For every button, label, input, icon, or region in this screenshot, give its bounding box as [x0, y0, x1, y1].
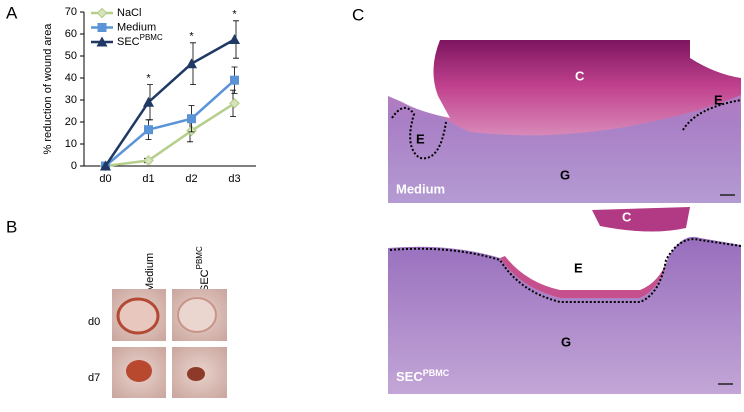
legend-label: SECPBMC — [117, 33, 163, 48]
marker — [143, 96, 154, 107]
crust — [592, 207, 690, 232]
crust — [430, 40, 741, 136]
x-tick-label: d3 — [228, 173, 240, 185]
epidermis-border — [682, 99, 742, 131]
photo-grid: Medium SECPBMC d0 d7 — [88, 246, 227, 398]
column-header-text: SEC — [199, 269, 211, 292]
x-tick-label: d1 — [142, 173, 154, 185]
y-tick-label: 60 — [65, 28, 77, 40]
y-tick-label: 50 — [65, 50, 77, 62]
y-tick-label: 30 — [65, 94, 77, 106]
row-label: d7 — [88, 372, 100, 384]
region-label: C — [622, 209, 632, 224]
wound — [187, 367, 205, 381]
epidermis-border — [389, 238, 742, 303]
y-tick-label: 20 — [65, 116, 77, 128]
region-label: E — [574, 260, 583, 275]
region-label: G — [561, 334, 571, 349]
marker — [230, 75, 239, 85]
background — [690, 40, 741, 78]
y-tick-label: 0 — [71, 160, 77, 172]
column-header: Medium — [144, 253, 156, 292]
wound — [177, 297, 217, 333]
y-tick-label: 40 — [65, 72, 77, 84]
series-line — [104, 38, 236, 167]
panel-label: C — [352, 5, 364, 24]
legend-name: SEC — [117, 36, 140, 48]
legend-marker — [96, 36, 108, 47]
legend-label: Medium — [117, 21, 156, 33]
region-label: E — [416, 131, 425, 146]
y-tick-label: 10 — [65, 138, 77, 150]
marker — [100, 160, 111, 171]
background — [388, 40, 450, 118]
marker — [144, 125, 153, 135]
panel-label: B — [6, 217, 17, 236]
column-header: SECPBMC — [195, 246, 211, 292]
series-line — [104, 79, 236, 167]
x-tick-label: d0 — [99, 173, 111, 185]
region-label: G — [560, 167, 570, 182]
legend-marker — [96, 7, 108, 19]
legend-label: NaCl — [117, 7, 141, 19]
image-label: Medium — [396, 181, 445, 196]
significance-mark: * — [189, 31, 194, 43]
row-label: d0 — [88, 316, 100, 328]
crust — [500, 256, 668, 298]
panel-label: A — [6, 3, 18, 22]
legend-marker — [97, 23, 107, 32]
histology-bottom: C E G SECPBMC — [388, 207, 742, 394]
wound — [116, 297, 160, 335]
marker — [229, 34, 240, 44]
legend-name: Medium — [117, 21, 156, 33]
wound — [126, 360, 152, 382]
significance-mark: * — [232, 9, 237, 21]
y-tick-label: 70 — [65, 6, 77, 18]
column-header-sup: PBMC — [195, 246, 204, 269]
image-label-text: SEC — [396, 369, 423, 384]
y-axis-label: % reduction of wound area — [42, 23, 54, 155]
marker — [186, 58, 197, 69]
line-chart: 0 10 20 30 40 50 60 70 % reduction of wound area… — [42, 6, 256, 185]
legend-sup: PBMC — [140, 33, 163, 42]
legend-name: NaCl — [117, 7, 141, 19]
image-label: SECPBMC — [396, 368, 450, 384]
histology-top: C E G E Medium — [388, 40, 742, 203]
x-tick-label: d2 — [185, 173, 197, 185]
marker — [229, 97, 240, 109]
image-label-sup: PBMC — [423, 368, 450, 378]
marker — [187, 114, 196, 124]
series-line — [105, 102, 236, 168]
epidermis-border — [391, 107, 447, 160]
marker — [143, 155, 154, 166]
significance-mark: * — [146, 73, 151, 85]
region-label: C — [575, 68, 585, 83]
region-label: E — [714, 92, 723, 107]
